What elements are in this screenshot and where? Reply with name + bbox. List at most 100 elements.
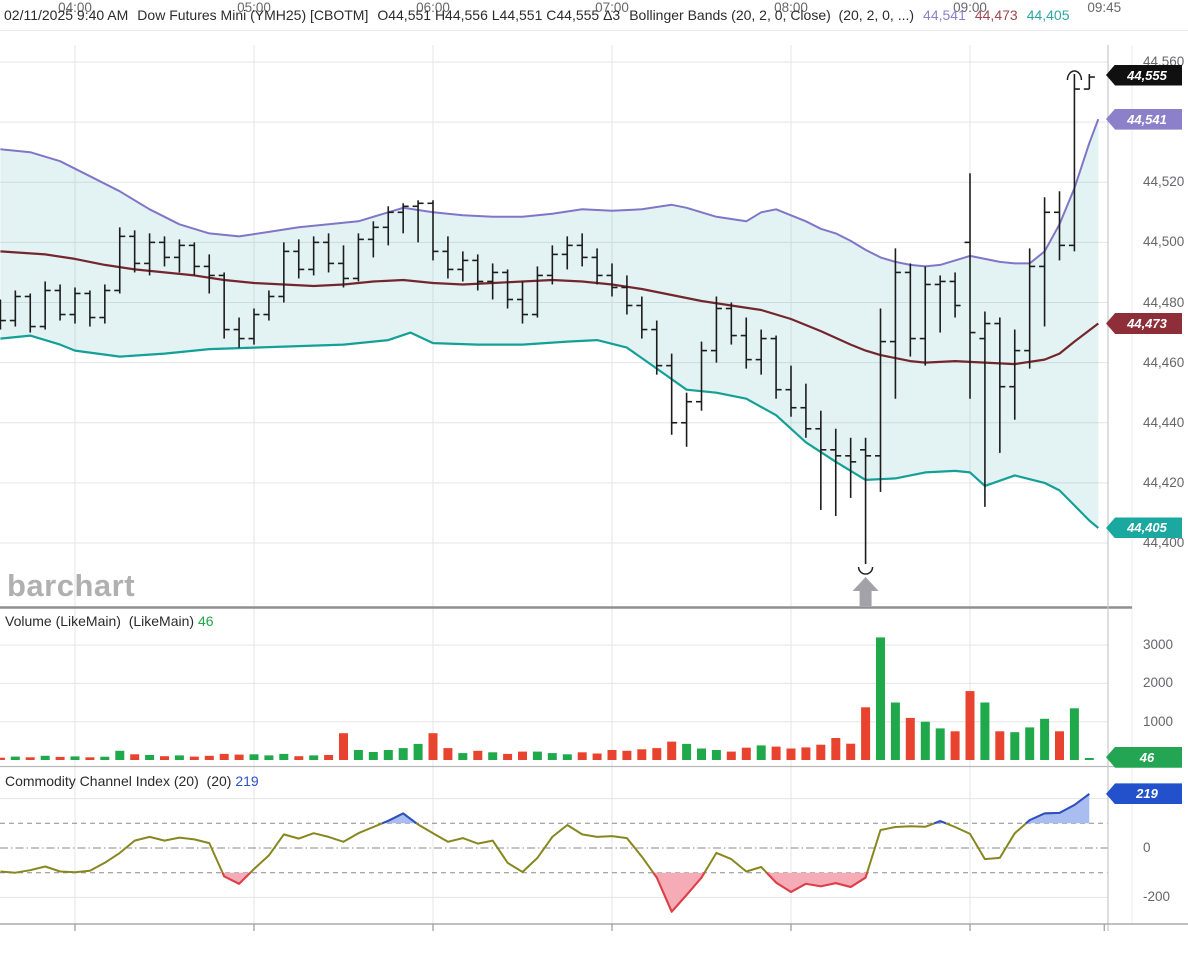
- ohlc-bar: [129, 230, 141, 273]
- ohlc-bar: [1009, 329, 1021, 420]
- volume-bar: [1040, 718, 1050, 760]
- volume-bar: [771, 746, 781, 760]
- ohlc-bar: [830, 428, 842, 516]
- ohlc-bar: [949, 272, 961, 318]
- volume-bar: [324, 755, 334, 760]
- ohlc-bar: [203, 254, 215, 294]
- ohlc-bar: [740, 317, 752, 369]
- cci-badge: 219: [1106, 783, 1182, 805]
- ohlc-bar: [979, 311, 991, 507]
- ohlc-bar: [278, 242, 290, 303]
- volume-title-label: Volume (LikeMain) (LikeMain): [5, 613, 198, 629]
- volume-bar: [980, 702, 990, 760]
- ohlc-bar: [159, 236, 171, 267]
- header-symbol: Dow Futures Mini (YMH25) [CBOTM]: [137, 7, 369, 23]
- time-axis-label: 09:00: [953, 0, 987, 15]
- ohlc-bar: [875, 308, 887, 492]
- bb-upper-badge: 44,541: [1106, 108, 1182, 130]
- header-datetime: 02/11/2025 9:40 AM: [4, 7, 129, 23]
- volume-bar: [518, 751, 527, 760]
- ohlc-bar: [1039, 197, 1051, 327]
- ohlc-bar: [397, 203, 409, 234]
- cci-zone-line: [765, 872, 869, 893]
- ohlc-bar: [173, 239, 185, 273]
- ohlc-bar: [770, 335, 782, 399]
- volume-bar: [890, 702, 900, 760]
- ohlc-bar: [263, 290, 275, 321]
- price-axis-label: 44,520: [1143, 174, 1185, 190]
- header-study-label: Bollinger Bands (20, 2, 0, Close) (20, 2…: [629, 7, 915, 23]
- volume-bar: [100, 756, 110, 760]
- ohlc-bar: [800, 383, 812, 438]
- price-axis-label: 44,500: [1143, 234, 1185, 250]
- volume-bar: [637, 749, 647, 760]
- volume-bar: [10, 756, 20, 760]
- volume-bar: [1055, 731, 1064, 760]
- volume-bar: [0, 757, 5, 760]
- volume-bar: [503, 753, 513, 760]
- price-axis-label: 44,480: [1143, 294, 1185, 310]
- ohlc-bar: [54, 284, 66, 321]
- volume-bar: [950, 731, 960, 760]
- ohlc-bar: [845, 437, 857, 498]
- volume-bar: [876, 637, 885, 760]
- cci-axis-label: 0: [1143, 840, 1151, 855]
- volume-bar: [667, 741, 677, 760]
- volume-bar: [160, 756, 169, 760]
- volume-bar: [1025, 727, 1035, 760]
- ohlc-bar: [293, 239, 305, 279]
- volume-bar: [368, 752, 378, 760]
- volume-bar: [488, 752, 498, 760]
- ohlc-bar: [531, 266, 543, 318]
- volume-bar: [741, 747, 751, 760]
- volume-bar: [219, 753, 229, 760]
- volume-bar: [905, 717, 915, 760]
- barchart-logo: barchart: [7, 568, 136, 603]
- volume-bar: [682, 743, 692, 760]
- volume-bar: [1010, 732, 1020, 760]
- volume-bar: [652, 748, 662, 760]
- header-ohlc-values: O44,551 H44,556 L44,551 C44,555 Δ3: [377, 7, 621, 23]
- ohlc-bar: [457, 251, 469, 282]
- volume-bar: [562, 754, 572, 760]
- ohlc-bar: [606, 263, 618, 297]
- ohlc-bar: [472, 254, 484, 291]
- volume-panel-title[interactable]: Volume (LikeMain) (LikeMain) 46: [5, 613, 214, 629]
- cci-line: [0, 793, 1090, 913]
- cci-panel-title[interactable]: Commodity Channel Index (20) (20) 219: [5, 773, 259, 789]
- ohlc-bar: [666, 353, 678, 435]
- volume-axis-label: 2000: [1143, 675, 1174, 691]
- cci-zone-line: [652, 872, 706, 913]
- volume-bar: [249, 754, 259, 760]
- ohlc-bar: [338, 245, 350, 288]
- volume-bar: [816, 744, 826, 760]
- volume-bar: [697, 748, 706, 760]
- volume-bar: [458, 753, 468, 760]
- ohlc-bar: [84, 290, 96, 327]
- low-marker-arc-icon: [857, 566, 874, 575]
- time-axis-label: 08:00: [774, 0, 808, 15]
- volume-bar: [756, 745, 766, 760]
- volume-bar: [130, 754, 140, 760]
- volume-bar: [279, 753, 289, 760]
- ohlc-bar: [710, 296, 722, 363]
- ohlc-bar: [188, 242, 200, 276]
- ohlc-bar: [994, 317, 1006, 453]
- volume-bar: [189, 756, 199, 760]
- volume-bar: [846, 743, 856, 760]
- ohlc-bar: [248, 308, 260, 345]
- volume-bar: [264, 755, 274, 760]
- ohlc-bar: [681, 392, 693, 447]
- volume-bar: [861, 707, 871, 760]
- header-bb-lower-value: 44,405: [1026, 7, 1070, 23]
- ohlc-bar: [218, 272, 230, 339]
- cci-zone-fill: [766, 872, 868, 892]
- volume-bar: [473, 750, 483, 760]
- up-arrow-icon: [852, 577, 879, 606]
- ohlc-bar: [1068, 74, 1080, 252]
- ohlc-bar: [427, 200, 439, 261]
- volume-bar: [607, 750, 617, 760]
- ohlc-bar: [561, 236, 573, 270]
- ohlc-bar: [9, 290, 21, 327]
